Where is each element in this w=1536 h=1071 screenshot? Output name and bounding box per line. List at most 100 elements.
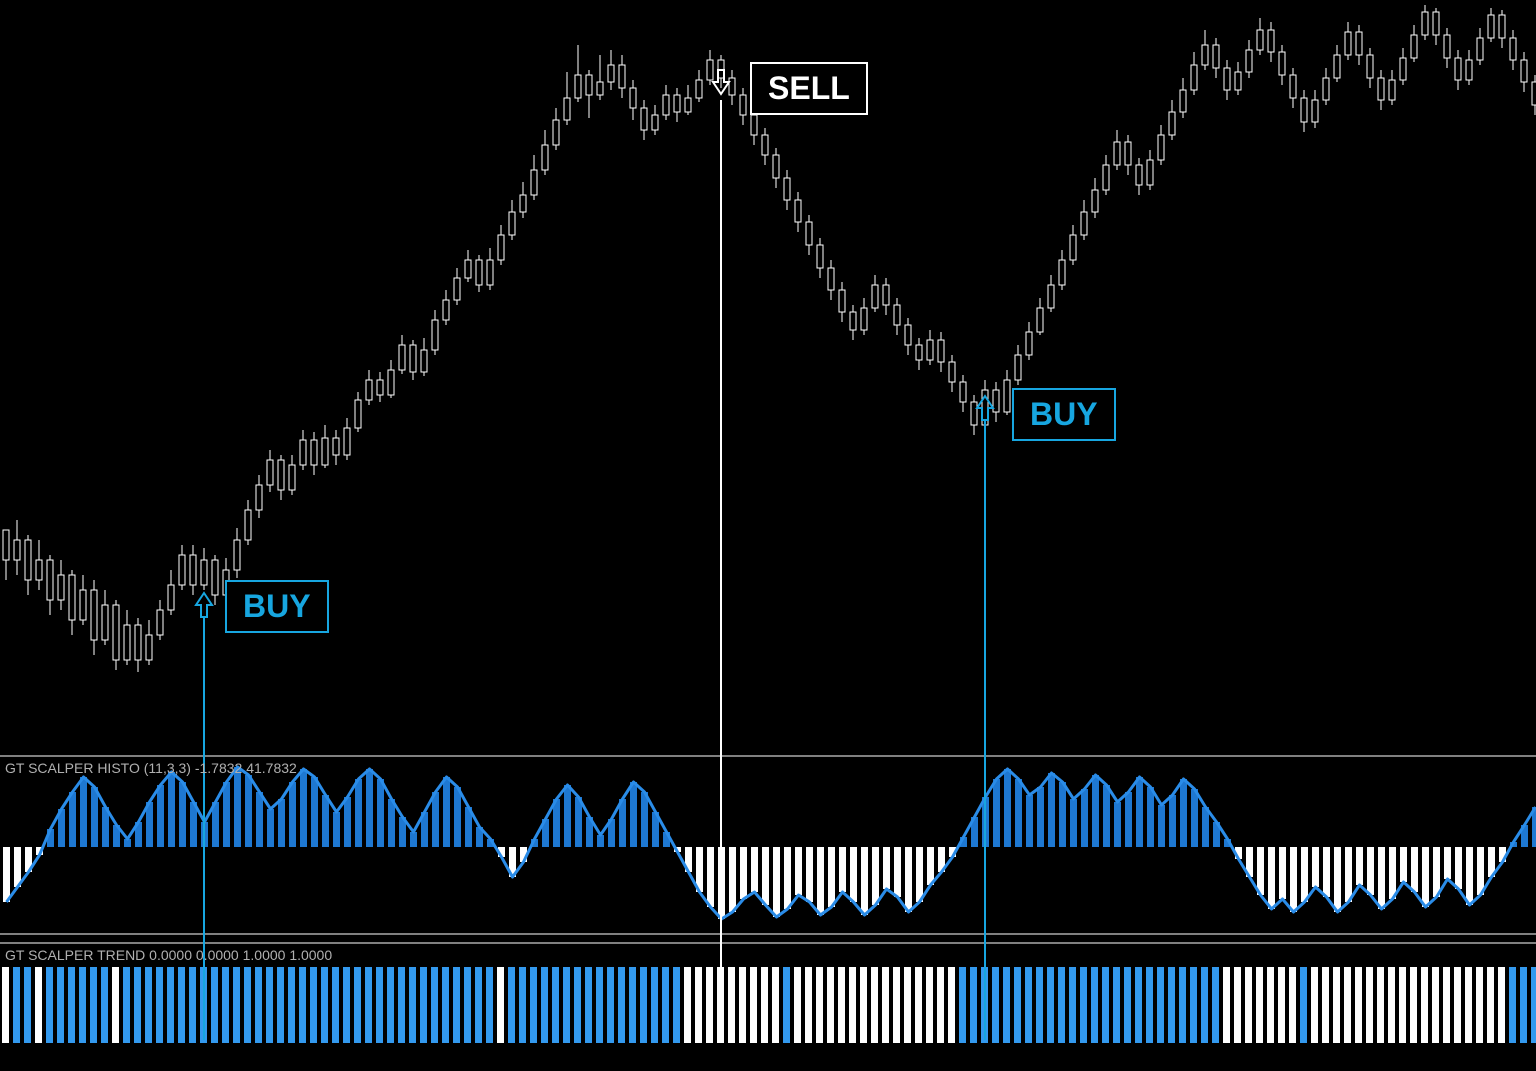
trend-bar bbox=[848, 966, 857, 1044]
trend-bar bbox=[859, 966, 868, 1044]
trend-bar bbox=[298, 966, 307, 1044]
histogram-indicator-panel[interactable]: GT SCALPER HISTO (11,3,3) -1.7832 41.783… bbox=[0, 755, 1536, 935]
trend-bar bbox=[364, 966, 373, 1044]
trend-bar bbox=[936, 966, 945, 1044]
buy-arrow-icon bbox=[194, 591, 214, 624]
trend-bar bbox=[793, 966, 802, 1044]
trend-bar bbox=[1046, 966, 1055, 1044]
trend-bar bbox=[650, 966, 659, 1044]
trend-bar bbox=[760, 966, 769, 1044]
trend-bar bbox=[694, 966, 703, 1044]
trend-bar bbox=[463, 966, 472, 1044]
histogram-bars bbox=[0, 757, 1536, 937]
trend-bar bbox=[738, 966, 747, 1044]
trend-bar bbox=[1167, 966, 1176, 1044]
trend-bar bbox=[56, 966, 65, 1044]
signal-line bbox=[203, 618, 205, 1040]
trend-bar bbox=[111, 966, 120, 1044]
trend-bar bbox=[1211, 966, 1220, 1044]
sell-signal-label: SELL bbox=[750, 62, 868, 115]
trend-bar bbox=[518, 966, 527, 1044]
trend-bar bbox=[881, 966, 890, 1044]
trend-bar bbox=[1475, 966, 1484, 1044]
trend-bar bbox=[573, 966, 582, 1044]
trend-bar bbox=[1200, 966, 1209, 1044]
trend-bar bbox=[1178, 966, 1187, 1044]
trend-bar bbox=[1365, 966, 1374, 1044]
trend-bar bbox=[1420, 966, 1429, 1044]
trend-bar bbox=[210, 966, 219, 1044]
price-chart-panel[interactable]: BUYSELLBUY bbox=[0, 0, 1536, 750]
trend-bar bbox=[177, 966, 186, 1044]
trend-bar bbox=[89, 966, 98, 1044]
trend-indicator-panel[interactable]: GT SCALPER TREND 0.0000 0.0000 1.0000 1.… bbox=[0, 942, 1536, 1042]
trend-bar bbox=[1112, 966, 1121, 1044]
trend-bar bbox=[144, 966, 153, 1044]
trend-bar bbox=[232, 966, 241, 1044]
trend-bar bbox=[419, 966, 428, 1044]
trend-bar bbox=[551, 966, 560, 1044]
trend-bar bbox=[870, 966, 879, 1044]
trend-bar bbox=[1376, 966, 1385, 1044]
trend-bar bbox=[562, 966, 571, 1044]
trend-bar bbox=[254, 966, 263, 1044]
trend-bar bbox=[188, 966, 197, 1044]
trend-bar bbox=[1288, 966, 1297, 1044]
trend-bar bbox=[1189, 966, 1198, 1044]
trend-bar bbox=[969, 966, 978, 1044]
trend-bar bbox=[1134, 966, 1143, 1044]
trend-bar bbox=[804, 966, 813, 1044]
trend-bar bbox=[1266, 966, 1275, 1044]
trend-bar bbox=[606, 966, 615, 1044]
trend-bar bbox=[265, 966, 274, 1044]
signal-line bbox=[720, 100, 722, 1040]
trend-bar bbox=[1079, 966, 1088, 1044]
trend-bar bbox=[155, 966, 164, 1044]
trend-bar bbox=[771, 966, 780, 1044]
trend-bar bbox=[1255, 966, 1264, 1044]
trading-chart[interactable]: BUYSELLBUY GT SCALPER HISTO (11,3,3) -1.… bbox=[0, 0, 1536, 1071]
trend-indicator-label: GT SCALPER TREND 0.0000 0.0000 1.0000 1.… bbox=[5, 947, 332, 963]
trend-bar bbox=[276, 966, 285, 1044]
signal-line bbox=[984, 420, 986, 1040]
trend-bar bbox=[1233, 966, 1242, 1044]
trend-bar bbox=[1321, 966, 1330, 1044]
trend-bar bbox=[1035, 966, 1044, 1044]
trend-bar bbox=[1145, 966, 1154, 1044]
trend-bar bbox=[1057, 966, 1066, 1044]
trend-bar bbox=[1387, 966, 1396, 1044]
trend-bar bbox=[892, 966, 901, 1044]
trend-bar bbox=[1024, 966, 1033, 1044]
trend-bar bbox=[287, 966, 296, 1044]
trend-bar bbox=[1310, 966, 1319, 1044]
trend-bar bbox=[353, 966, 362, 1044]
trend-bar bbox=[1398, 966, 1407, 1044]
trend-bar bbox=[705, 966, 714, 1044]
trend-bar bbox=[23, 966, 32, 1044]
trend-bar bbox=[540, 966, 549, 1044]
trend-bar bbox=[45, 966, 54, 1044]
trend-bar bbox=[826, 966, 835, 1044]
trend-bar bbox=[1090, 966, 1099, 1044]
trend-bar bbox=[375, 966, 384, 1044]
trend-bar bbox=[397, 966, 406, 1044]
trend-bar bbox=[34, 966, 43, 1044]
trend-bar bbox=[782, 966, 791, 1044]
buy-arrow-icon bbox=[975, 394, 995, 427]
trend-bar bbox=[1431, 966, 1440, 1044]
trend-bar bbox=[1497, 966, 1506, 1044]
trend-bar bbox=[1299, 966, 1308, 1044]
trend-bar bbox=[221, 966, 230, 1044]
trend-bar bbox=[595, 966, 604, 1044]
trend-bar bbox=[1002, 966, 1011, 1044]
trend-bar bbox=[815, 966, 824, 1044]
trend-bar bbox=[1068, 966, 1077, 1044]
trend-bar bbox=[1, 966, 10, 1044]
trend-bar bbox=[12, 966, 21, 1044]
trend-bar bbox=[1486, 966, 1495, 1044]
trend-bar bbox=[1332, 966, 1341, 1044]
trend-bar bbox=[320, 966, 329, 1044]
buy-signal-label: BUY bbox=[225, 580, 329, 633]
trend-bar bbox=[166, 966, 175, 1044]
trend-bar bbox=[1013, 966, 1022, 1044]
